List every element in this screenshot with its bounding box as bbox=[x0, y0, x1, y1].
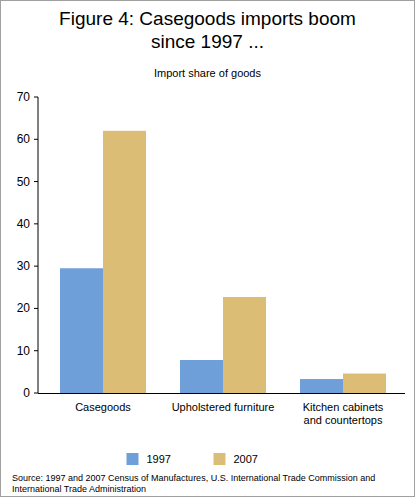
y-tick bbox=[34, 350, 38, 351]
y-tick-label: 20 bbox=[17, 301, 31, 315]
legend: 1997 2007 bbox=[127, 453, 258, 465]
x-axis bbox=[38, 393, 405, 394]
legend-label: 2007 bbox=[234, 453, 258, 465]
bar bbox=[103, 131, 146, 393]
y-tick-label: 10 bbox=[17, 344, 31, 358]
bar bbox=[60, 268, 103, 393]
bars bbox=[60, 131, 386, 393]
bar bbox=[180, 360, 223, 393]
y-tick bbox=[34, 97, 38, 98]
chart-container: Figure 4: Casegoods imports boomsince 19… bbox=[0, 0, 415, 497]
chart: Figure 4: Casegoods imports boomsince 19… bbox=[0, 0, 415, 497]
y-tick-label: 70 bbox=[17, 90, 31, 104]
y-tick bbox=[34, 139, 38, 140]
title: Figure 4: Casegoods imports boomsince 19… bbox=[59, 8, 356, 52]
y-tick-label: 30 bbox=[17, 259, 31, 273]
legend-label: 1997 bbox=[147, 453, 171, 465]
bar bbox=[343, 374, 386, 393]
frame bbox=[1, 1, 415, 497]
y-tick-label: 60 bbox=[17, 132, 31, 146]
y-tick bbox=[34, 266, 38, 267]
y-tick bbox=[34, 181, 38, 182]
y-tick bbox=[34, 393, 38, 394]
legend-swatch bbox=[214, 453, 226, 465]
source-note: Source: 1997 and 2007 Census of Manufact… bbox=[12, 473, 375, 494]
y-tick bbox=[34, 223, 38, 224]
y-tick bbox=[34, 308, 38, 309]
legend-swatch bbox=[127, 453, 139, 465]
x-tick-label: Kitchen cabinetsand countertops bbox=[303, 401, 384, 426]
y-tick-label: 0 bbox=[23, 386, 30, 400]
subtitle: Import share of goods bbox=[154, 67, 262, 79]
y-axis bbox=[38, 97, 39, 393]
y-tick-label: 40 bbox=[17, 217, 31, 231]
x-tick-label: Casegoods bbox=[75, 401, 131, 413]
y-tick-label: 50 bbox=[17, 175, 31, 189]
x-tick-label: Upholstered furniture bbox=[172, 401, 275, 413]
bar bbox=[300, 379, 343, 393]
bar bbox=[223, 297, 266, 393]
